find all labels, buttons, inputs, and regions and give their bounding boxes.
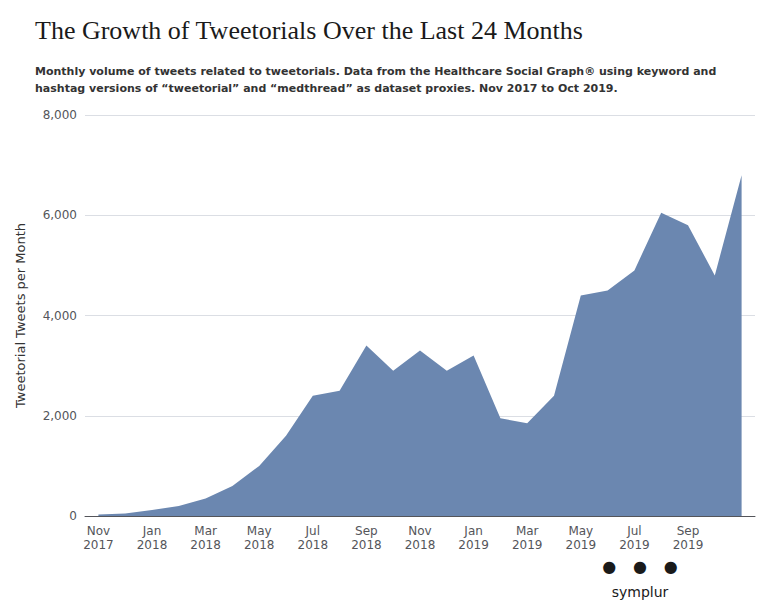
svg-text:Monthly volume of tweets relat: Monthly volume of tweets related to twee…: [35, 65, 716, 78]
svg-text:2018: 2018: [351, 538, 382, 552]
svg-text:6,000: 6,000: [43, 208, 77, 222]
svg-text:Nov: Nov: [87, 524, 110, 538]
svg-text:Jan: Jan: [463, 524, 483, 538]
svg-text:2017: 2017: [83, 538, 114, 552]
svg-text:2018: 2018: [298, 538, 329, 552]
svg-text:Sep: Sep: [677, 524, 700, 538]
svg-text:May: May: [568, 524, 593, 538]
svg-text:2018: 2018: [190, 538, 221, 552]
svg-text:2019: 2019: [673, 538, 704, 552]
svg-text:2019: 2019: [619, 538, 650, 552]
svg-text:2019: 2019: [566, 538, 597, 552]
svg-text:0: 0: [69, 509, 77, 523]
svg-text:2,000: 2,000: [43, 409, 77, 423]
svg-text:2018: 2018: [137, 538, 168, 552]
svg-text:Jan: Jan: [142, 524, 162, 538]
svg-text:hashtag versions of “tweetoria: hashtag versions of “tweetorial” and “me…: [35, 82, 618, 95]
svg-text:May: May: [247, 524, 272, 538]
svg-text:symplur: symplur: [612, 584, 669, 600]
svg-text:Mar: Mar: [516, 524, 539, 538]
svg-text:Mar: Mar: [194, 524, 217, 538]
svg-text:Nov: Nov: [408, 524, 431, 538]
svg-text:Jul: Jul: [626, 524, 641, 538]
svg-text:Sep: Sep: [355, 524, 378, 538]
svg-text:The Growth of Tweetorials Over: The Growth of Tweetorials Over the Last …: [35, 16, 583, 45]
svg-text:4,000: 4,000: [43, 309, 77, 323]
svg-text:Jul: Jul: [305, 524, 320, 538]
svg-text:8,000: 8,000: [43, 108, 77, 122]
svg-text:2018: 2018: [244, 538, 275, 552]
svg-text:2019: 2019: [512, 538, 543, 552]
svg-text:● ● ●: ● ● ●: [602, 557, 677, 576]
svg-text:2019: 2019: [458, 538, 489, 552]
svg-text:Tweetorial Tweets per Month: Tweetorial Tweets per Month: [13, 223, 28, 409]
svg-text:2018: 2018: [405, 538, 436, 552]
